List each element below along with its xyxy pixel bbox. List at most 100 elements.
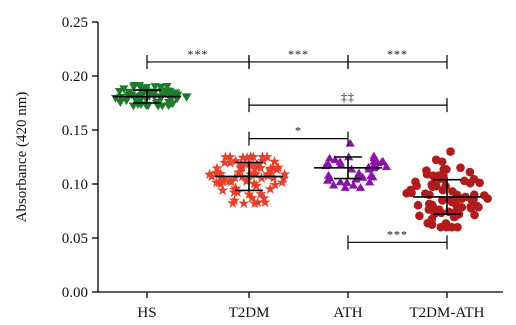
data-point [238,197,250,209]
data-point [228,186,240,197]
data-point [257,155,269,166]
significance-label: *** [387,227,408,241]
data-point [255,188,267,199]
data-point [272,161,284,173]
data-point [211,162,223,173]
data-point [114,88,125,96]
data-point [354,168,364,177]
y-tick-label: 0.20 [62,69,88,85]
data-point [269,179,281,190]
data-point [262,168,274,179]
data-point [452,206,461,216]
data-point [143,102,153,111]
data-point [453,222,462,232]
data-point [119,85,129,94]
data-point [217,184,229,196]
data-point [324,153,335,162]
data-point [424,199,434,209]
data-point [230,155,242,166]
y-tick-label: 0.15 [62,123,88,139]
data-point [257,151,268,162]
data-point [256,172,268,183]
error-bars [113,89,481,216]
data-point [369,151,379,160]
data-point [470,210,479,220]
data-point [439,165,449,174]
data-point [261,151,273,162]
data-point [431,155,441,165]
data-point [355,183,366,191]
data-point [483,194,492,203]
data-point [366,171,376,180]
x-tick-label: T2DM-ATH [410,305,485,321]
data-point [241,175,252,186]
y-tick-label: 0.05 [62,231,88,247]
data-point [162,82,172,91]
data-point [248,178,260,189]
data-point [153,102,163,111]
data-point [124,88,134,97]
data-point [133,97,143,106]
significance-label: *** [288,47,309,61]
data-point [219,157,231,168]
x-tick-label: T2DM [229,305,270,321]
data-point [236,161,247,172]
data-point [446,147,455,156]
significance-bracket [248,131,349,146]
data-point [252,196,264,208]
data-point [227,197,239,208]
data-point [211,167,223,179]
data-point [237,151,249,163]
data-point [412,181,421,191]
significance-bracket [347,54,448,69]
data-point [156,83,166,92]
data-point [258,192,270,203]
data-point [336,160,346,169]
data-point [224,151,236,162]
data-point [233,166,245,178]
data-point [220,151,231,162]
data-point [241,152,253,163]
data-point [246,160,257,172]
significance-label: *** [387,47,408,61]
data-point [378,156,388,165]
data-point [364,164,374,173]
data-point [406,185,415,195]
data-point [448,187,457,196]
data-point [325,173,335,182]
data-point [141,95,151,104]
data-point [158,90,168,99]
data-point [425,190,434,200]
x-tick-label: ATH [333,305,362,321]
data-point [278,172,290,184]
y-tick-label: 0.25 [62,15,88,31]
data-point [328,180,339,189]
data-point [172,95,182,104]
data-point [348,180,359,189]
data-point [441,219,451,228]
data-point [369,156,379,165]
data-point [250,168,262,180]
data-point [181,93,191,102]
data-point [164,99,174,107]
significance-label: * [295,124,302,138]
data-point [438,185,448,195]
data-point [269,155,280,167]
data-point [422,166,431,175]
data-point [279,168,291,180]
data-point [265,164,277,175]
data-point [345,138,355,147]
axes: 0.00 0.05 0.10 0.15 0.20 0.25 HS T2DM ATH T2DM-AT… [62,15,503,321]
data-point [413,200,423,210]
data-point [335,177,345,186]
y-tick-label: 0.00 [62,285,88,301]
data-point [217,176,229,187]
data-point [223,175,235,186]
data-point [276,176,288,188]
significance-label: ‡‡ [341,90,355,104]
data-point [268,172,280,183]
y-axis-title: Absorbance (420 nm) [14,92,30,223]
data-point [247,151,259,162]
data-point [342,178,352,186]
